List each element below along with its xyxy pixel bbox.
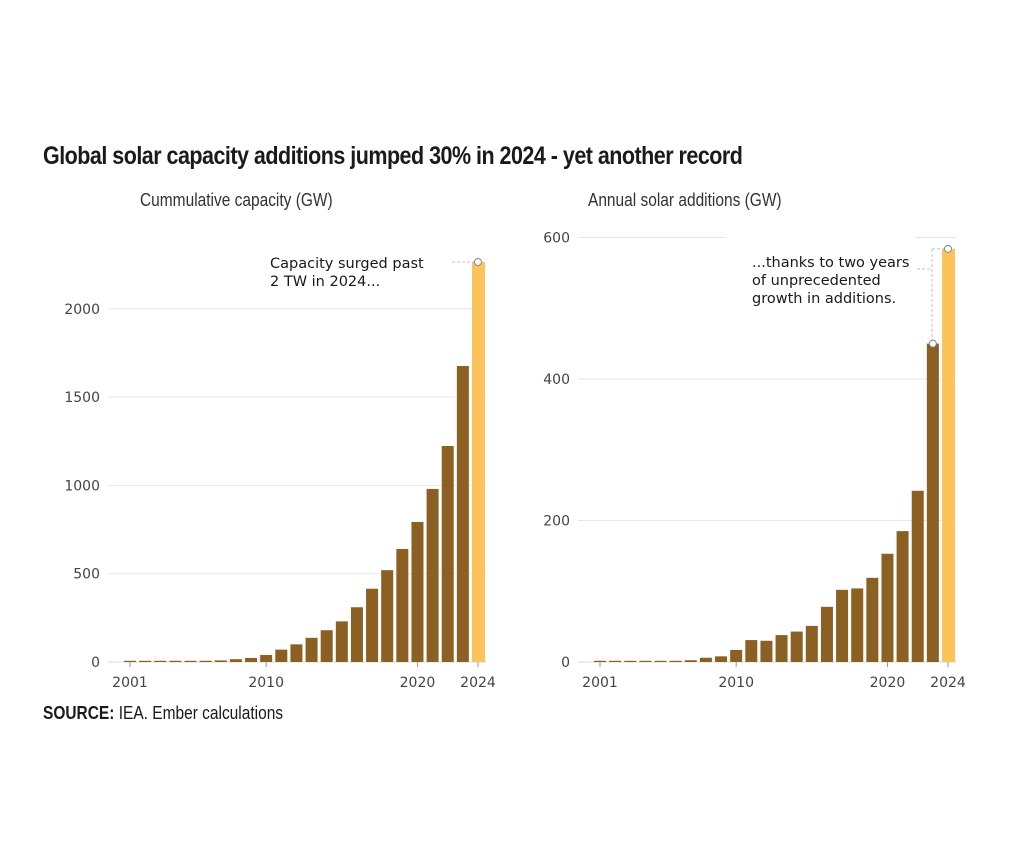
x-tick-label: 2010 bbox=[718, 675, 754, 691]
y-tick-label: 600 bbox=[543, 231, 570, 247]
annotation-text: Capacity surged past bbox=[270, 256, 424, 272]
bar-2010 bbox=[730, 649, 743, 662]
y-tick-label: 2000 bbox=[64, 302, 100, 318]
bar-2009 bbox=[245, 657, 258, 662]
bar-2003 bbox=[154, 660, 167, 662]
annotation-text: growth in additions. bbox=[752, 291, 896, 307]
source-text: IEA. Ember calculations bbox=[118, 703, 284, 723]
annual-additions-chart: 0 200 400 600 2001 2010 2020 2024 ...thanks to t… bbox=[543, 231, 966, 692]
bar-2017 bbox=[836, 589, 849, 662]
bar-highlight-2024 bbox=[941, 248, 955, 662]
bar-2019 bbox=[396, 548, 409, 662]
annotation-marker-2023 bbox=[928, 339, 937, 348]
bar-2006 bbox=[199, 660, 212, 662]
left-chart-subtitle: Cummulative capacity (GW) bbox=[140, 190, 333, 210]
bar-2019 bbox=[866, 577, 879, 662]
x-tick-label: 2024 bbox=[460, 675, 496, 691]
chart-title: Global solar capacity additions jumped 3… bbox=[43, 142, 743, 170]
bar-2010 bbox=[260, 654, 273, 662]
bar-2018 bbox=[851, 588, 864, 662]
y-tick-label: 500 bbox=[73, 567, 100, 583]
bar-2004 bbox=[639, 660, 652, 662]
cumulative-capacity-chart: 0 500 1000 1500 2000 2001 2010 2020 2024 Capacity… bbox=[64, 256, 496, 691]
bar-2023 bbox=[926, 343, 939, 662]
bar-2014 bbox=[790, 631, 803, 662]
bar-2022 bbox=[911, 490, 924, 662]
annotation-text: 2 TW in 2024... bbox=[270, 274, 380, 290]
annotation-marker-2024 bbox=[943, 244, 952, 253]
bar-2014 bbox=[320, 630, 333, 662]
bar-2009 bbox=[715, 656, 728, 662]
bar-2005 bbox=[654, 660, 667, 662]
y-tick-label: 0 bbox=[91, 655, 100, 671]
bar-2013 bbox=[775, 635, 788, 662]
bar-2022 bbox=[441, 446, 454, 662]
bar-2012 bbox=[290, 644, 303, 662]
y-tick-label: 200 bbox=[543, 514, 570, 530]
x-tick-label: 2001 bbox=[582, 675, 618, 691]
bar-2013 bbox=[305, 637, 318, 662]
x-tick-label: 2020 bbox=[870, 675, 906, 691]
bar-2011 bbox=[275, 649, 288, 662]
bar-2020 bbox=[411, 521, 424, 662]
bar-2006 bbox=[669, 660, 682, 662]
bar-2016 bbox=[350, 607, 363, 662]
x-tick-label: 2010 bbox=[248, 675, 284, 691]
bar-2021 bbox=[426, 488, 439, 662]
bar-2017 bbox=[366, 588, 379, 662]
x-tick-label: 2001 bbox=[112, 675, 148, 691]
bar-2002 bbox=[609, 660, 622, 662]
y-tick-label: 0 bbox=[561, 655, 570, 671]
bar-2012 bbox=[760, 640, 773, 662]
bar-2018 bbox=[381, 570, 394, 662]
y-tick-label: 400 bbox=[543, 372, 570, 388]
bar-2015 bbox=[335, 621, 348, 662]
bar-2020 bbox=[881, 553, 894, 662]
source-label: SOURCE: bbox=[43, 703, 115, 723]
bar-2008 bbox=[229, 659, 242, 662]
annotation-text: of unprecedented bbox=[752, 273, 881, 289]
bar-2007 bbox=[214, 660, 227, 662]
bar-2005 bbox=[184, 660, 197, 662]
bar-2008 bbox=[699, 657, 712, 662]
bar-2001 bbox=[594, 660, 606, 662]
bar-2015 bbox=[805, 625, 818, 662]
y-tick-label: 1500 bbox=[64, 390, 100, 406]
bar-2002 bbox=[139, 660, 152, 662]
bar-2016 bbox=[820, 606, 833, 662]
annotation-marker bbox=[473, 258, 482, 267]
bar-2021 bbox=[896, 531, 909, 662]
right-chart-subtitle: Annual solar additions (GW) bbox=[588, 190, 782, 210]
y-tick-label: 1000 bbox=[64, 478, 100, 494]
annotation-text: ...thanks to two years bbox=[752, 255, 909, 271]
bar-2003 bbox=[624, 660, 637, 662]
bar-2023 bbox=[456, 366, 469, 662]
bar-2007 bbox=[684, 660, 697, 662]
source-note: SOURCE: IEA. Ember calculations bbox=[43, 703, 283, 724]
x-tick-label: 2024 bbox=[930, 675, 966, 691]
bar-2004 bbox=[169, 660, 182, 662]
x-tick-label: 2020 bbox=[400, 675, 436, 691]
bar-2001 bbox=[124, 660, 136, 662]
bar-2011 bbox=[745, 640, 758, 662]
bar-highlight-2024 bbox=[471, 262, 485, 662]
